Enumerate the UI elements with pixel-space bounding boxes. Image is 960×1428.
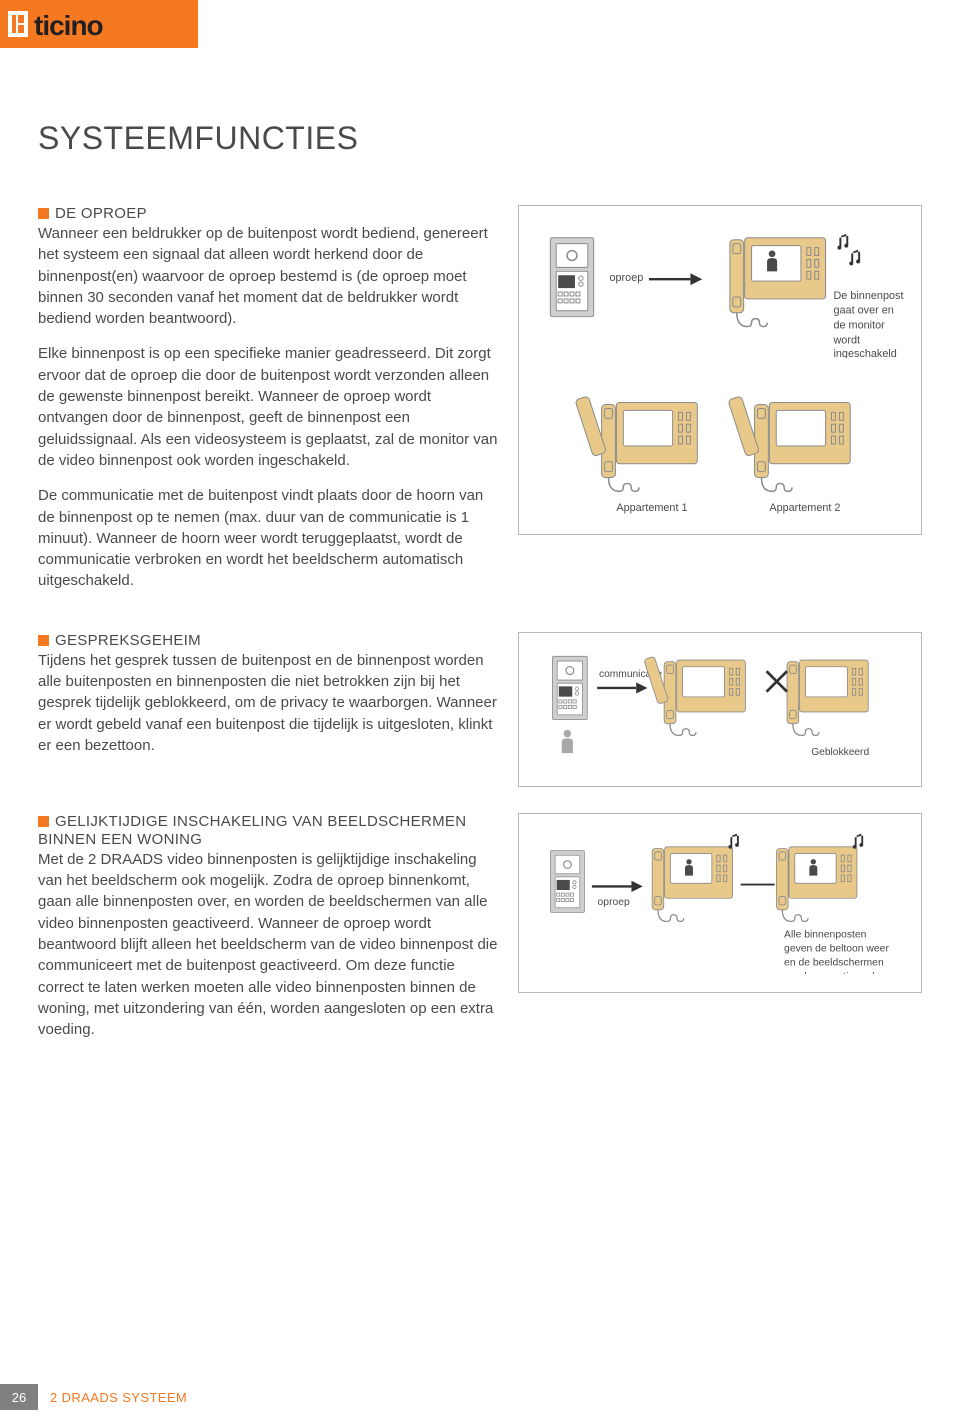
page-number: 26 (0, 1384, 38, 1410)
label-apt1: Appartement 1 (616, 502, 687, 514)
section-gelijktijdige: GELIJKTIJDIGE INSCHAKELING VAN BEELDSCHE… (38, 813, 922, 1055)
diagram1-caption1: De binnenpost gaat over en de monitor wo… (833, 289, 904, 358)
brand-logo: ticino (0, 0, 198, 48)
diagram-2: communicatie Geblokkeerd (518, 632, 922, 787)
svg-text:ticino: ticino (34, 10, 104, 41)
diagram3-caption: Alle binnenposten geven de beltoon weer … (784, 928, 892, 974)
label-oproep: oproep (609, 272, 643, 284)
label-geblokkeerd: Geblokkeerd (811, 747, 869, 758)
bullet-icon (38, 208, 49, 219)
section2-p1: Tijdens het gesprek tussen de buitenpost… (38, 650, 498, 756)
page-title: SYSTEEMFUNCTIES (38, 120, 922, 157)
section-de-oproep: DE OPROEP Wanneer een beldrukker op de b… (38, 205, 922, 606)
section1-heading: DE OPROEP (55, 205, 147, 222)
label-apt2: Appartement 2 (769, 502, 840, 514)
label-oproep3: oproep (598, 897, 630, 908)
section3-p1: Met de 2 DRAADS video binnenposten is ge… (38, 849, 498, 1041)
diagram-1: oproep De binnenpost gaat over en de mon… (518, 205, 922, 535)
diagram-3: oproep Alle bin (518, 813, 922, 993)
bullet-icon (38, 816, 49, 827)
section1-p3: De communicatie met de buitenpost vindt … (38, 485, 498, 591)
section2-heading: GESPREKSGEHEIM (55, 632, 201, 649)
bullet-icon (38, 635, 49, 646)
diagram-2-svg: communicatie Geblokkeerd (529, 647, 911, 768)
footer-text: 2 DRAADS SYSTEEM (38, 1384, 199, 1410)
section3-heading: GELIJKTIJDIGE INSCHAKELING VAN BEELDSCHE… (38, 813, 466, 848)
section1-p2: Elke binnenpost is op een specifieke man… (38, 343, 498, 471)
diagram-3-svg: oproep Alle bin (529, 828, 911, 974)
section1-p1: Wanneer een beldrukker op de buitenpost … (38, 223, 498, 329)
footer: 26 2 DRAADS SYSTEEM (0, 1384, 199, 1410)
diagram-1-svg: oproep De binnenpost gaat over en de mon… (529, 220, 911, 516)
section-gespreksgeheim: GESPREKSGEHEIM Tijdens het gesprek tusse… (38, 632, 922, 787)
